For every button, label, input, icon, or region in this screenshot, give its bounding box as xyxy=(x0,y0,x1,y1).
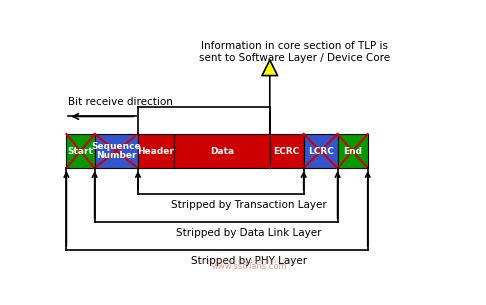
Text: Stripped by Transaction Layer: Stripped by Transaction Layer xyxy=(171,200,327,210)
Text: Stripped by Data Link Layer: Stripped by Data Link Layer xyxy=(176,228,322,238)
Text: Header: Header xyxy=(138,147,174,156)
Bar xyxy=(304,134,338,168)
Text: End: End xyxy=(343,147,362,156)
Bar xyxy=(138,134,174,168)
Text: www.ssdTans.com: www.ssdTans.com xyxy=(211,262,287,271)
Bar xyxy=(67,134,95,168)
Text: http://blog.csdn.net/@51CTO博客: http://blog.csdn.net/@51CTO博客 xyxy=(200,259,298,264)
Text: Sequence
Number: Sequence Number xyxy=(91,142,141,160)
Text: LCRC: LCRC xyxy=(308,147,333,156)
Bar xyxy=(338,134,368,168)
Text: Data: Data xyxy=(209,147,234,156)
Text: Information in core section of TLP is
sent to Software Layer / Device Core: Information in core section of TLP is se… xyxy=(199,41,390,63)
Text: Start: Start xyxy=(68,147,93,156)
Bar xyxy=(95,134,138,168)
Text: Stripped by PHY Layer: Stripped by PHY Layer xyxy=(191,256,307,266)
Text: ECRC: ECRC xyxy=(274,147,300,156)
Bar xyxy=(174,134,270,168)
Bar xyxy=(270,134,304,168)
Text: Bit receive direction: Bit receive direction xyxy=(68,97,173,107)
